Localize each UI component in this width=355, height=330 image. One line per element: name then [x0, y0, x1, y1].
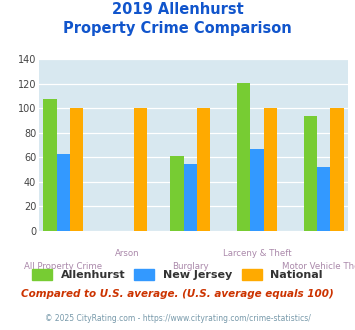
- Bar: [264, 109, 277, 231]
- Text: Burglary: Burglary: [172, 262, 209, 271]
- Bar: [317, 167, 331, 231]
- Text: Motor Vehicle Theft: Motor Vehicle Theft: [282, 262, 355, 271]
- Legend: Allenhurst, New Jersey, National: Allenhurst, New Jersey, National: [28, 265, 327, 284]
- Bar: [70, 109, 83, 231]
- Text: Property Crime Comparison: Property Crime Comparison: [63, 21, 292, 36]
- Text: © 2025 CityRating.com - https://www.cityrating.com/crime-statistics/: © 2025 CityRating.com - https://www.city…: [45, 314, 310, 323]
- Bar: [197, 109, 211, 231]
- Bar: [331, 109, 344, 231]
- Bar: [304, 116, 317, 231]
- Text: Arson: Arson: [115, 249, 139, 258]
- Text: Compared to U.S. average. (U.S. average equals 100): Compared to U.S. average. (U.S. average …: [21, 289, 334, 299]
- Bar: [184, 164, 197, 231]
- Bar: [43, 99, 56, 231]
- Bar: [56, 154, 70, 231]
- Bar: [250, 149, 264, 231]
- Text: All Property Crime: All Property Crime: [24, 262, 102, 271]
- Bar: [237, 83, 250, 231]
- Bar: [133, 109, 147, 231]
- Text: 2019 Allenhurst: 2019 Allenhurst: [111, 2, 244, 16]
- Bar: [170, 156, 184, 231]
- Text: Larceny & Theft: Larceny & Theft: [223, 249, 291, 258]
